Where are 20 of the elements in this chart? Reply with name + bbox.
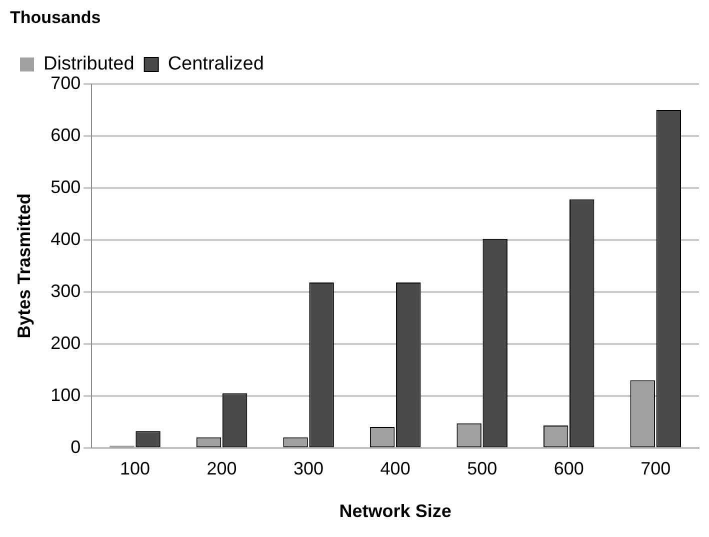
chart-title: Thousands	[10, 8, 101, 28]
x-axis-title: Network Size	[339, 501, 452, 522]
x-tick-label: 300	[294, 458, 324, 479]
x-tick-label: 100	[120, 458, 150, 479]
y-tick-label: 400	[50, 228, 81, 249]
x-tick-label: 500	[467, 458, 498, 479]
x-tick-label: 200	[206, 458, 237, 479]
y-tick-label: 300	[50, 280, 81, 301]
legend-label: Distributed	[44, 54, 134, 75]
legend-label: Centralized	[168, 54, 264, 75]
y-tick-label: 600	[50, 124, 81, 145]
y-tick-label: 0	[70, 436, 81, 457]
y-tick-label: 700	[50, 72, 81, 93]
y-tick-label: 100	[50, 384, 81, 405]
y-tick-label: 200	[50, 332, 81, 353]
y-tick-label: 500	[50, 176, 81, 197]
x-tick-label: 700	[640, 458, 671, 479]
x-tick-label: 400	[380, 458, 410, 479]
y-axis-title: Bytes Trasmitted	[14, 193, 34, 338]
x-tick-label: 600	[554, 458, 584, 479]
